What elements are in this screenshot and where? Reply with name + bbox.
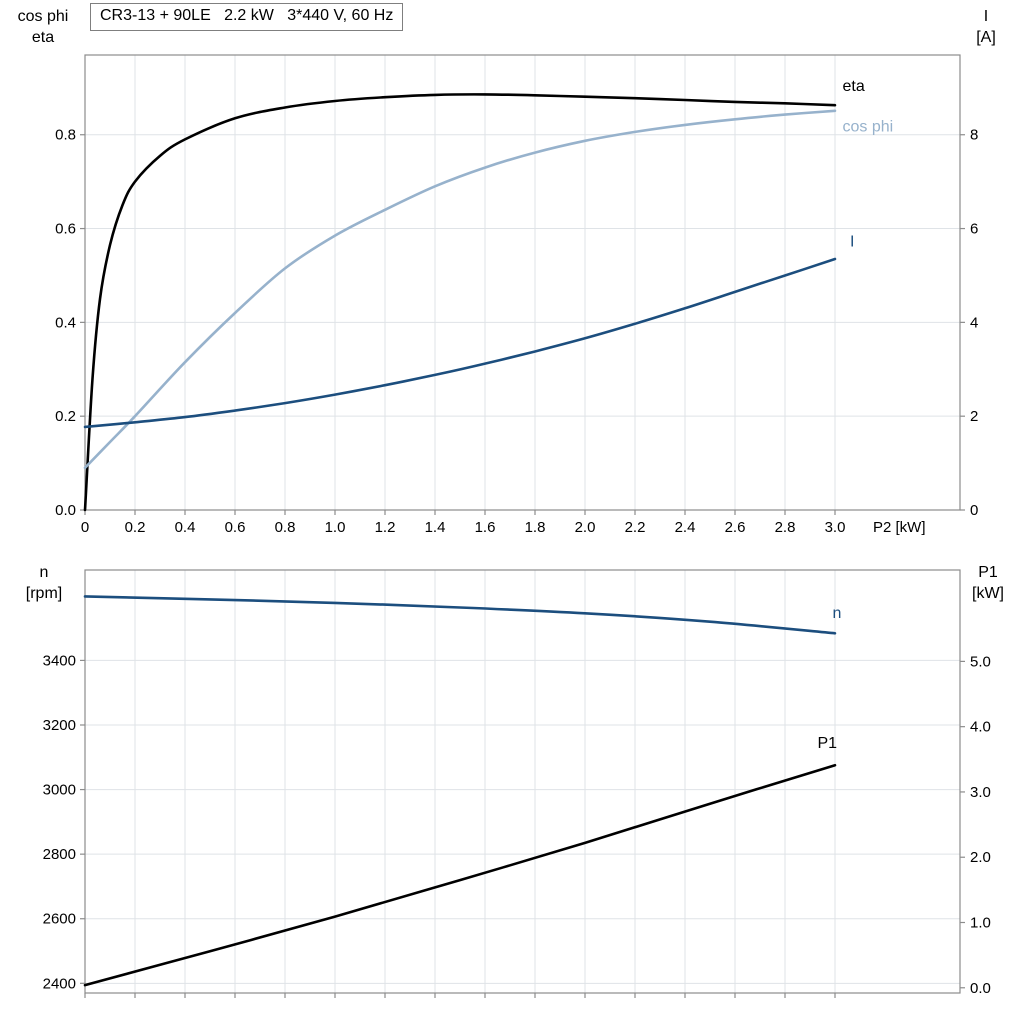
svg-text:0.0: 0.0 [970,980,991,997]
axis-title-eta: eta [31,29,55,46]
svg-text:3000: 3000 [43,782,76,799]
svg-text:3.0: 3.0 [825,519,846,536]
top-left-axis-title: cos phi eta [4,6,82,48]
axis-title-current: I [983,8,989,25]
svg-text:eta: eta [843,78,865,95]
svg-text:3400: 3400 [43,652,76,669]
bottom-right-axis-title: P1 [kW] [958,562,1018,604]
bottom-left-axis-title: n [rpm] [8,562,80,604]
svg-text:0.4: 0.4 [175,519,196,536]
svg-text:0.4: 0.4 [55,314,76,331]
svg-text:0: 0 [970,502,978,519]
svg-text:0.6: 0.6 [225,519,246,536]
svg-text:n: n [833,605,842,622]
svg-text:I: I [850,233,854,250]
svg-text:1.0: 1.0 [325,519,346,536]
top-right-axis-title: I [A] [960,6,1012,48]
svg-text:4: 4 [970,314,978,331]
svg-text:2.0: 2.0 [575,519,596,536]
svg-text:0.2: 0.2 [55,408,76,425]
svg-text:1.0: 1.0 [970,915,991,932]
svg-text:0.0: 0.0 [55,502,76,519]
svg-text:2400: 2400 [43,975,76,992]
svg-text:2800: 2800 [43,846,76,863]
svg-text:8: 8 [970,127,978,144]
svg-text:0.8: 0.8 [275,519,296,536]
svg-text:1.2: 1.2 [375,519,396,536]
axis-title-speed: n [39,564,49,581]
svg-text:0.2: 0.2 [125,519,146,536]
svg-text:5.0: 5.0 [970,653,991,670]
svg-text:4.0: 4.0 [970,719,991,736]
svg-text:2.0: 2.0 [970,849,991,866]
svg-text:P1: P1 [818,735,838,752]
axis-title-p1-unit: [kW] [972,585,1004,602]
svg-text:6: 6 [970,221,978,238]
svg-text:cos phi: cos phi [843,118,894,135]
svg-text:2.8: 2.8 [775,519,796,536]
svg-text:3200: 3200 [43,717,76,734]
svg-text:1.6: 1.6 [475,519,496,536]
svg-text:2.6: 2.6 [725,519,746,536]
svg-text:0.8: 0.8 [55,127,76,144]
svg-text:1.8: 1.8 [525,519,546,536]
svg-text:2.2: 2.2 [625,519,646,536]
svg-text:0: 0 [81,519,89,536]
svg-text:2: 2 [970,408,978,425]
svg-text:2600: 2600 [43,911,76,928]
axis-title-cos-phi: cos phi [17,8,69,25]
svg-text:0.6: 0.6 [55,221,76,238]
svg-text:P2 [kW]: P2 [kW] [873,519,926,536]
chart-title: CR3-13 + 90LE 2.2 kW 3*440 V, 60 Hz [90,3,404,31]
axis-title-speed-unit: [rpm] [25,585,63,602]
svg-text:1.4: 1.4 [425,519,446,536]
axis-title-current-unit: [A] [976,29,996,46]
svg-text:2.4: 2.4 [675,519,696,536]
svg-text:3.0: 3.0 [970,784,991,801]
axis-title-p1: P1 [978,564,998,581]
